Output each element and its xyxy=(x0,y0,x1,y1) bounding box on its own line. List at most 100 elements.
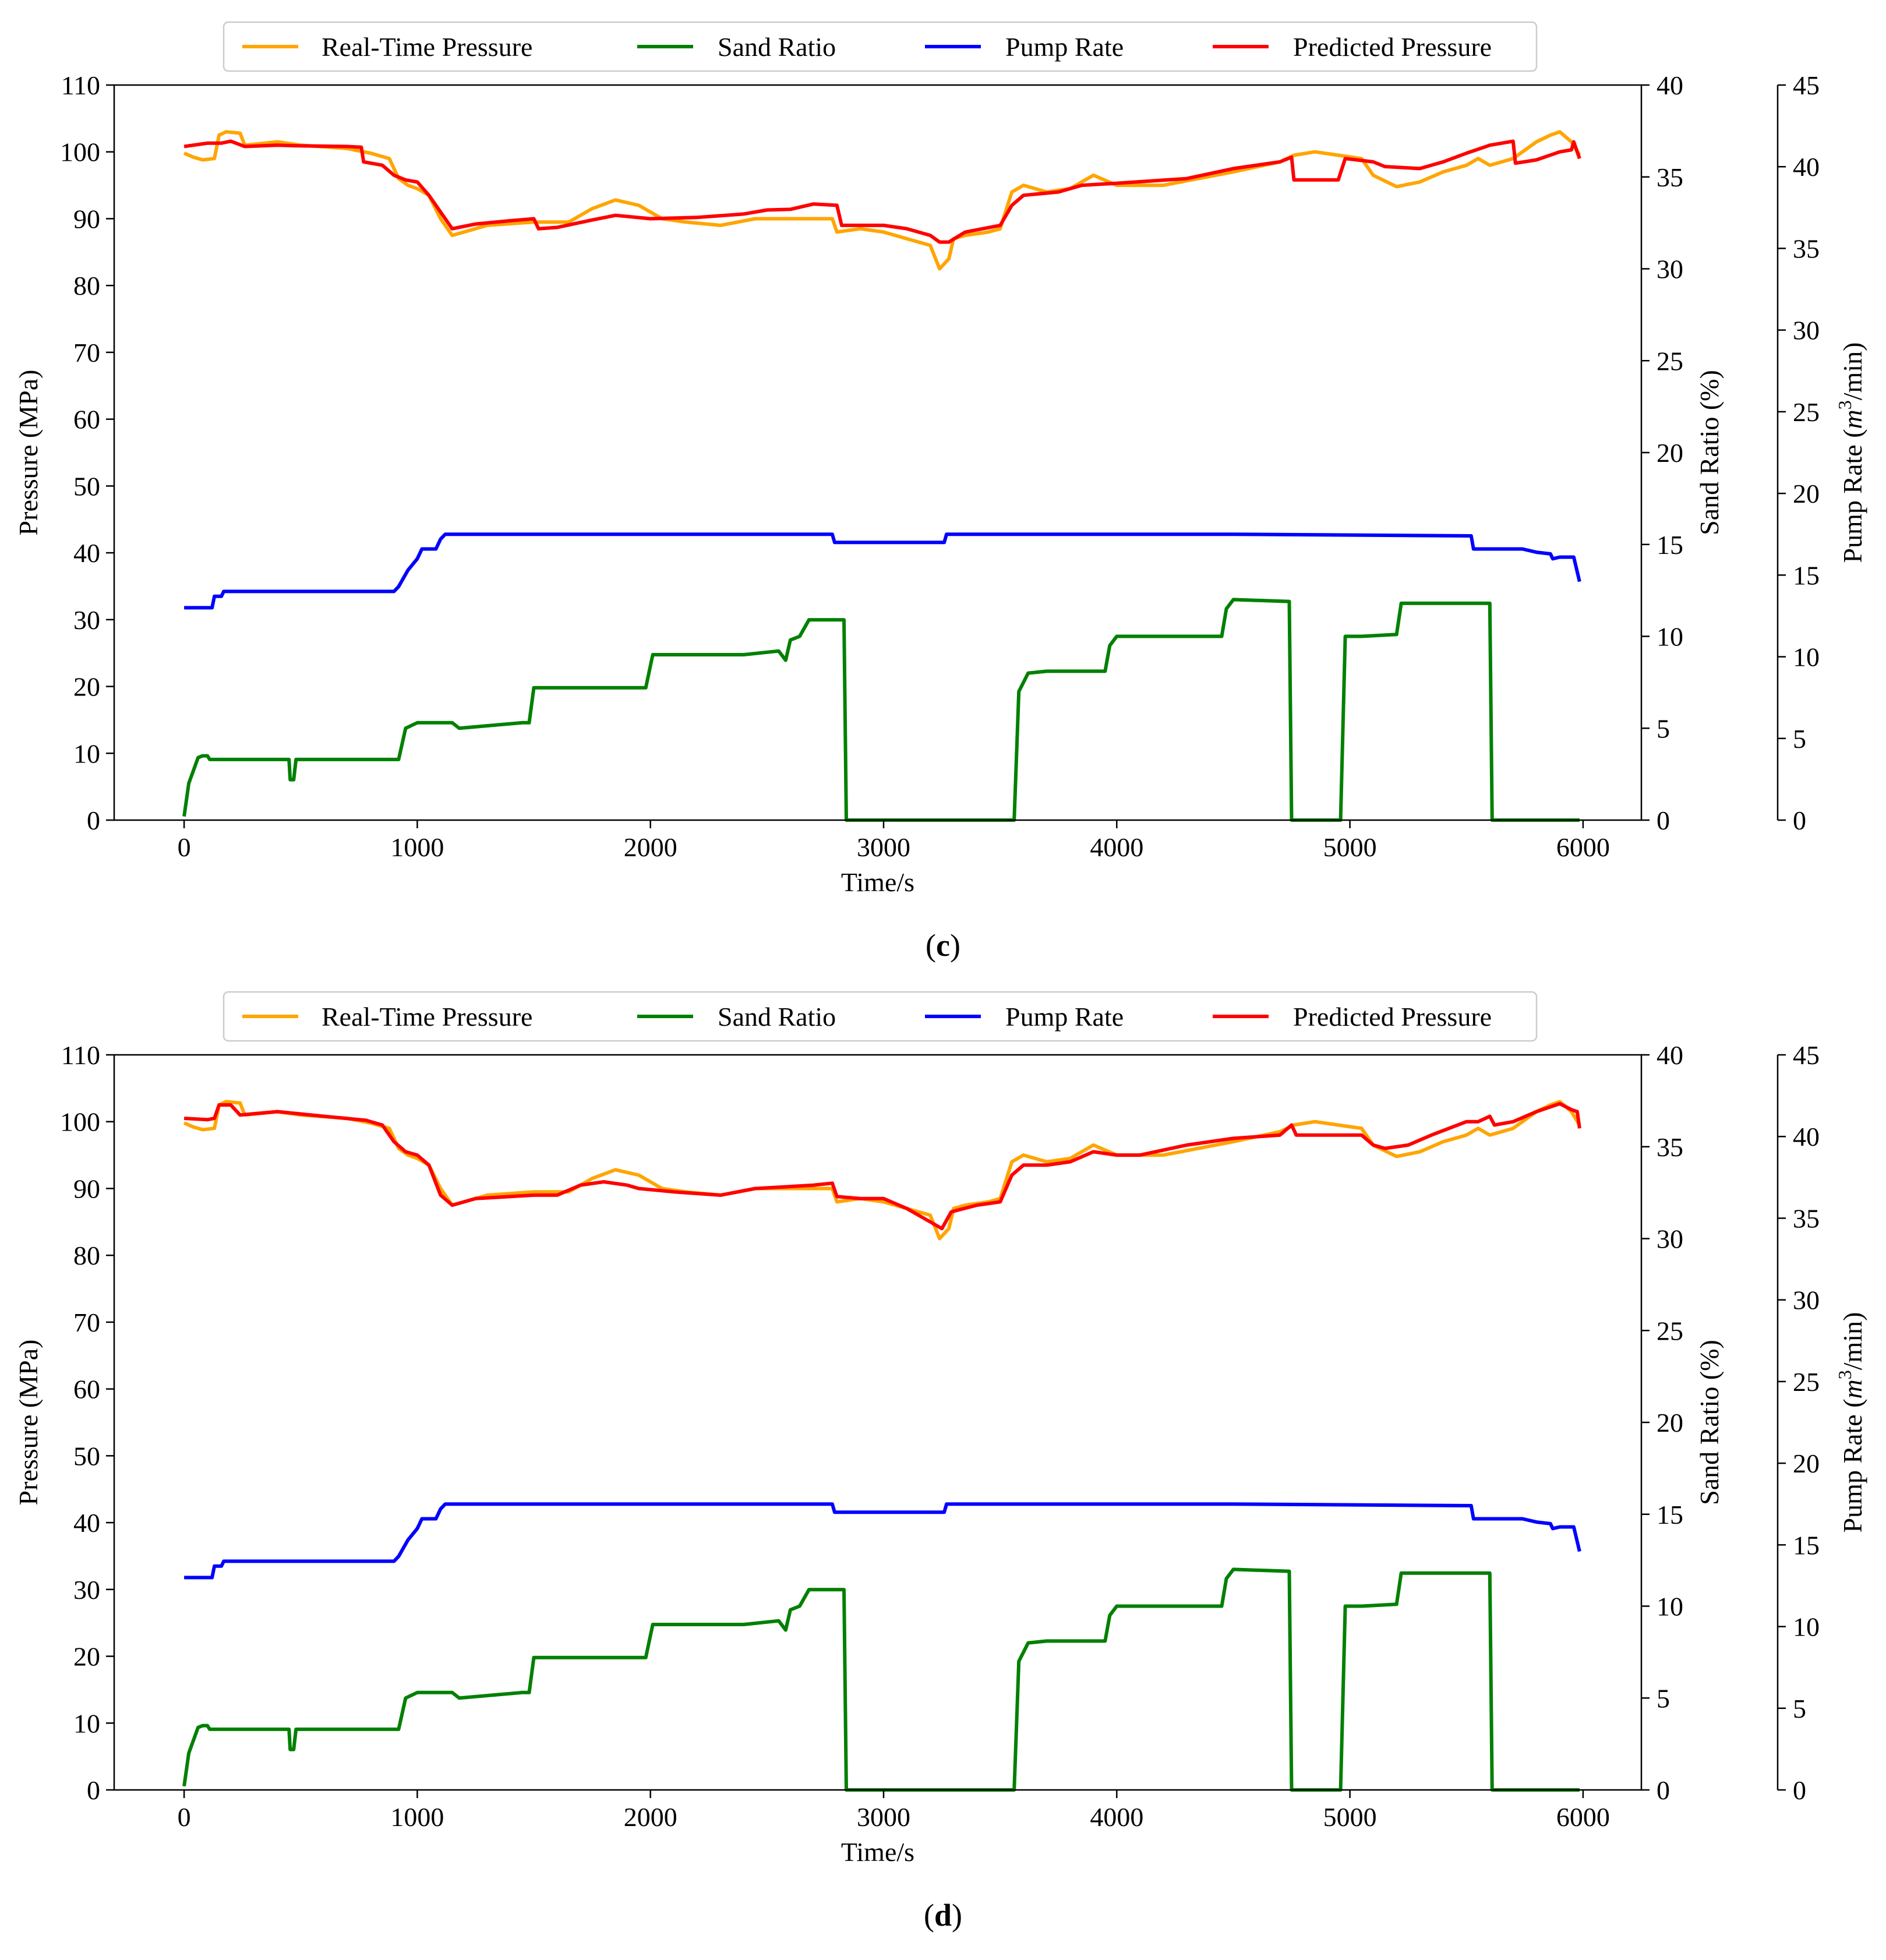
y-left-tick-label: 50 xyxy=(73,471,100,501)
y-left-tick-label: 10 xyxy=(73,1708,100,1738)
y-right1-tick-label: 10 xyxy=(1657,1592,1683,1622)
legend-label-pump-rate: Pump Rate xyxy=(1005,1002,1124,1032)
y-right2-tick-label: 25 xyxy=(1793,1367,1820,1397)
y-left-tick-label: 0 xyxy=(87,806,100,835)
y-right2-axis-label: Pump Rate (m3/min) xyxy=(1834,342,1867,563)
y-left-tick-label: 50 xyxy=(73,1441,100,1471)
y-right1-axis-label: Sand Ratio (%) xyxy=(1694,370,1724,535)
y-right2-tick-label: 20 xyxy=(1793,1449,1820,1478)
y-right2-tick-label: 35 xyxy=(1793,234,1820,263)
y-left-tick-label: 110 xyxy=(61,1040,100,1070)
x-tick-label: 3000 xyxy=(857,1802,910,1832)
y-left-tick-label: 20 xyxy=(73,672,100,702)
y-right1-tick-label: 5 xyxy=(1657,1683,1670,1713)
y-left-tick-label: 70 xyxy=(73,1308,100,1337)
y-left-tick-label: 100 xyxy=(60,137,100,167)
y-right2-tick-label: 25 xyxy=(1793,397,1820,427)
y-right1-axis-label: Sand Ratio (%) xyxy=(1694,1340,1724,1505)
y-left-tick-label: 30 xyxy=(73,1575,100,1605)
y-left-tick-label: 90 xyxy=(73,1174,100,1203)
legend-label-real-time: Real-Time Pressure xyxy=(322,1002,532,1032)
y-right1-tick-label: 40 xyxy=(1657,70,1683,100)
legend-label-predicted: Predicted Pressure xyxy=(1293,1002,1492,1032)
caption-d-letter: d xyxy=(934,1898,952,1933)
x-tick-label: 1000 xyxy=(390,1802,444,1832)
x-tick-label: 6000 xyxy=(1556,1802,1610,1832)
y-left-tick-label: 80 xyxy=(73,271,100,301)
x-tick-label: 0 xyxy=(178,1802,191,1832)
chart-panel-d: 0 1000 2000 3000 4000 5000 6000 Time/s 0 10 20 30 40… xyxy=(0,970,1886,1940)
y-right2-tick-label: 15 xyxy=(1793,1530,1820,1560)
x-tick-label: 3000 xyxy=(857,832,910,862)
legend-box xyxy=(222,991,1538,1042)
y-right2-label-post: /min) xyxy=(1838,1312,1867,1371)
x-tick-label: 4000 xyxy=(1090,1802,1143,1832)
x-tick-label: 4000 xyxy=(1090,832,1143,862)
y-right2-label-exp: 3 xyxy=(1834,1370,1855,1379)
y-right1-tick-label: 0 xyxy=(1657,806,1670,835)
caption-c-open: ( xyxy=(926,928,937,963)
y-left-tick-label: 0 xyxy=(87,1775,100,1805)
caption-d-close: ) xyxy=(952,1898,962,1933)
y-left-axis-label: Pressure (MPa) xyxy=(13,1340,43,1506)
x-tick-label: 1000 xyxy=(390,832,444,862)
y-right2-tick-label: 45 xyxy=(1793,1040,1820,1070)
chart-c: 0 1000 2000 3000 4000 5000 6000Time/s010203040… xyxy=(13,21,1867,897)
y-right1-tick-label: 40 xyxy=(1657,1040,1683,1070)
y-right1-tick-label: 10 xyxy=(1657,622,1683,652)
y-right2-tick-label: 0 xyxy=(1793,1775,1806,1805)
legend-box xyxy=(222,21,1538,72)
y-right2-tick-label: 30 xyxy=(1793,1286,1820,1315)
y-right2-tick-label: 35 xyxy=(1793,1203,1820,1233)
legend-label-pump-rate: Pump Rate xyxy=(1005,32,1124,62)
y-right2-tick-label: 0 xyxy=(1793,806,1806,835)
series-sand-ratio-line xyxy=(182,598,1580,822)
y-right2-tick-label: 40 xyxy=(1793,1122,1820,1152)
x-tick-label: 0 xyxy=(178,832,191,862)
caption-c: (c) xyxy=(0,927,1886,963)
x-tick-label: 5000 xyxy=(1323,832,1377,862)
y-right1-tick-label: 30 xyxy=(1657,1224,1683,1254)
series-sand-ratio-line xyxy=(182,1567,1580,1792)
x-tick-label: 6000 xyxy=(1556,832,1610,862)
y-left-tick-label: 90 xyxy=(73,204,100,234)
y-right2-tick-label: 10 xyxy=(1793,642,1820,672)
y-left-tick-label: 20 xyxy=(73,1642,100,1672)
series-pump-rate-line xyxy=(184,1502,1581,1580)
y-right2-label-exp: 3 xyxy=(1834,400,1855,409)
y-right2-tick-label: 30 xyxy=(1793,316,1820,345)
y-right2-label-pre: Pump Rate ( xyxy=(1838,1399,1867,1532)
y-left-tick-label: 40 xyxy=(73,1508,100,1538)
y-right1-tick-label: 20 xyxy=(1657,1408,1683,1438)
y-right2-label-pre: Pump Rate ( xyxy=(1838,429,1867,563)
y-right2-tick-label: 5 xyxy=(1793,724,1806,754)
x-tick-label: 2000 xyxy=(624,832,677,862)
series-group-d xyxy=(182,1100,1581,1792)
caption-d-open: ( xyxy=(923,1898,934,1933)
y-left-tick-label: 100 xyxy=(60,1107,100,1137)
y-right2-label-m: m xyxy=(1838,1379,1867,1399)
y-left-tick-label: 110 xyxy=(61,70,100,100)
y-right1-tick-label: 25 xyxy=(1657,346,1683,376)
y-right1-tick-label: 25 xyxy=(1657,1316,1683,1345)
series-pump-rate-line xyxy=(184,532,1581,610)
y-right2-tick-label: 20 xyxy=(1793,479,1820,508)
y-left-tick-label: 30 xyxy=(73,605,100,635)
y-right1-tick-label: 30 xyxy=(1657,255,1683,284)
legend-label-sand-ratio: Sand Ratio xyxy=(718,1002,836,1032)
caption-c-close: ) xyxy=(949,928,960,963)
chart-d: 0 1000 2000 3000 4000 5000 6000Time/s010203040… xyxy=(13,991,1867,1867)
y-left-tick-label: 40 xyxy=(73,538,100,568)
legend-label-real-time: Real-Time Pressure xyxy=(322,32,532,62)
caption-d: (d) xyxy=(0,1897,1886,1933)
y-right1-tick-label: 0 xyxy=(1657,1775,1670,1805)
caption-c-letter: c xyxy=(936,928,950,963)
y-right1-tick-label: 20 xyxy=(1657,438,1683,468)
y-right2-label-post: /min) xyxy=(1838,342,1867,401)
chart-panel-c: 0 1000 2000 3000 4000 5000 6000 Time/s 0 10 20 30 40… xyxy=(0,0,1886,970)
y-right1-tick-label: 15 xyxy=(1657,1500,1683,1530)
y-right1-tick-label: 5 xyxy=(1657,714,1670,743)
y-left-tick-label: 10 xyxy=(73,739,100,768)
series-predicted-pressure-line xyxy=(183,1101,1581,1231)
y-left-tick-label: 70 xyxy=(73,338,100,368)
